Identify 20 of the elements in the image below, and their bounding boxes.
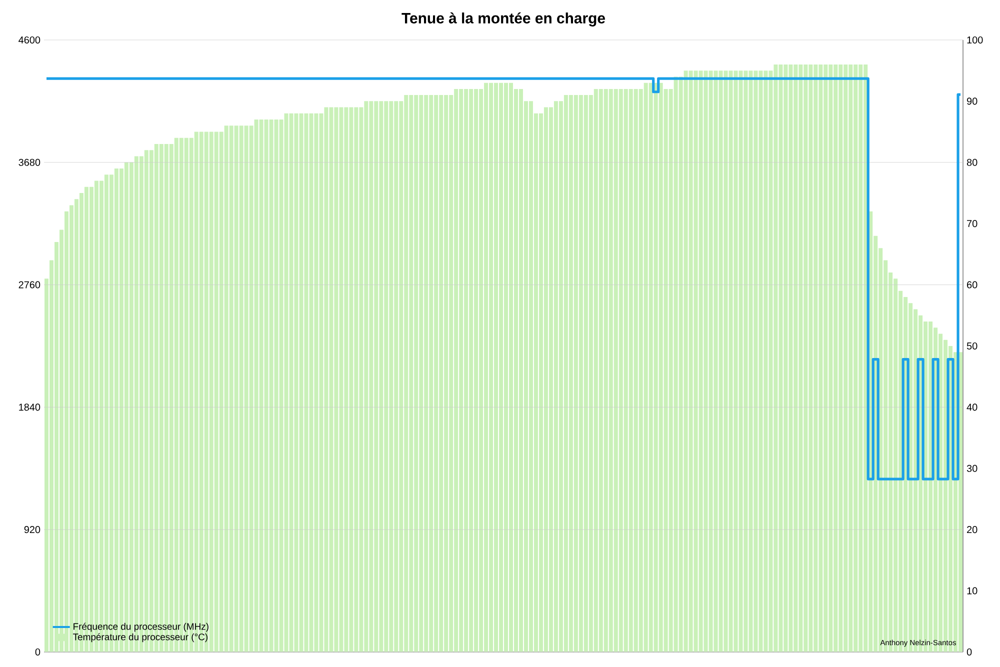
y2-tick-label: 70 — [967, 220, 978, 228]
y2-tick-label: 50 — [966, 342, 978, 350]
y2-tick-label: 100 — [967, 36, 983, 44]
y-tick-label: 920 — [24, 526, 40, 534]
y2-tick-label: 40 — [966, 404, 978, 411]
y-tick-label: 1840 — [19, 404, 40, 411]
y-tick-label: 0 — [35, 648, 40, 656]
y2-tick-label: 90 — [967, 98, 978, 105]
y2-tick-label: 20 — [967, 526, 978, 534]
y-tick-label: 4600 — [18, 36, 40, 44]
legend-label: Température du processeur (°C) — [73, 633, 208, 642]
y2-tick-label: 0 — [966, 648, 972, 656]
y2-tick-label: 30 — [966, 464, 978, 472]
y-tick-label: 2760 — [18, 281, 40, 288]
y2-tick-label: 10 — [967, 587, 978, 594]
y2-tick-label: 60 — [967, 281, 978, 288]
y-tick-label: 3680 — [18, 158, 40, 166]
legend-label: Fréquence du processeur (MHz) — [74, 622, 208, 632]
y2-tick-label: 80 — [966, 158, 978, 166]
chart-title: Tenue à la montée en charge — [402, 12, 605, 26]
